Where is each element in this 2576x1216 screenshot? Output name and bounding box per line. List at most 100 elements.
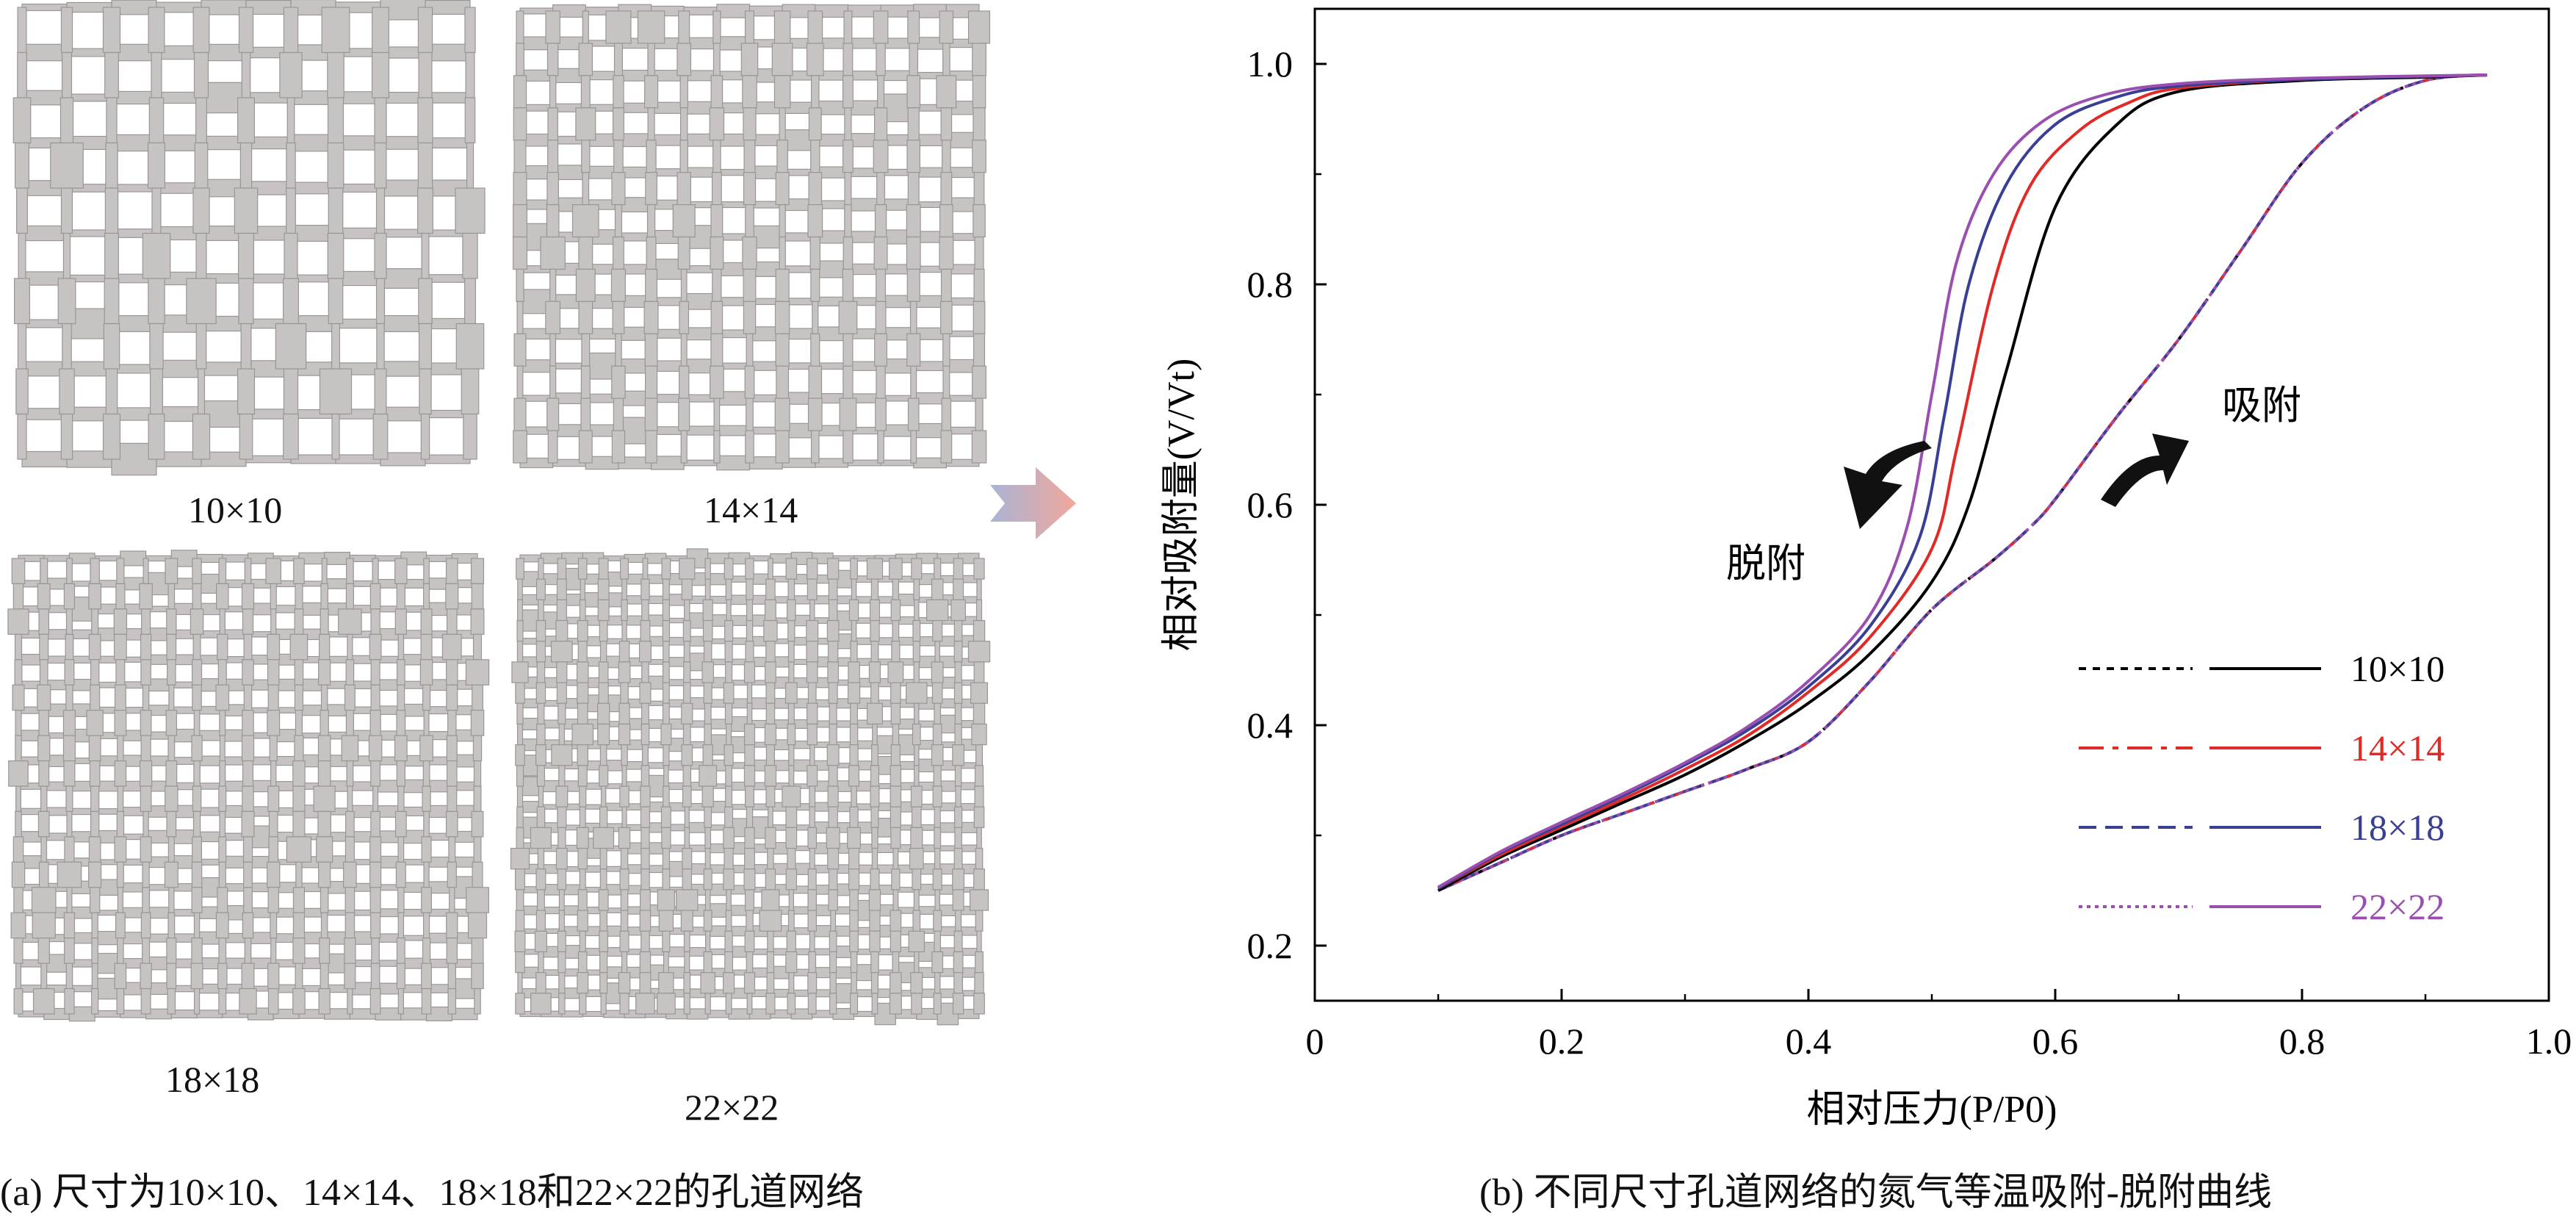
pore-throat: [558, 972, 566, 994]
pore-throat: [341, 735, 359, 762]
pore-throat: [640, 785, 651, 807]
pore-throat: [725, 993, 732, 1015]
pore-throat: [372, 558, 379, 585]
pore-throat: [767, 930, 774, 953]
pore-throat: [843, 333, 854, 367]
pore-throat: [344, 836, 355, 863]
pore-throat: [446, 684, 458, 711]
pore-throat: [11, 861, 26, 888]
pore-throat: [327, 51, 344, 98]
pore-throat: [113, 633, 127, 661]
pore-throat: [725, 785, 733, 807]
pore-throat: [641, 847, 650, 870]
pore-throat: [370, 684, 380, 711]
pore-throat: [779, 107, 786, 141]
pore-throat: [516, 827, 524, 849]
legend-label: 10×10: [2350, 648, 2445, 689]
pore-throat: [39, 633, 49, 661]
pore-throat: [773, 75, 791, 109]
pore-throat: [620, 558, 629, 580]
pore-throat: [775, 268, 790, 302]
pore-throat: [270, 583, 277, 610]
pore-throat: [776, 140, 789, 173]
pore-throat: [515, 910, 525, 932]
pore-throat: [89, 887, 101, 913]
pore-throat: [218, 861, 226, 888]
pore-throat: [117, 735, 124, 762]
pore-throat: [785, 827, 798, 849]
pore-throat: [90, 659, 100, 686]
pore-throat: [620, 889, 629, 911]
pore-throat: [849, 910, 859, 932]
pore-throat: [682, 847, 693, 870]
pore-throat: [240, 323, 252, 370]
pore-throat: [577, 702, 588, 725]
pore-throat: [952, 993, 964, 1015]
pore-throat: [635, 993, 655, 1015]
transition-arrow: [990, 467, 1076, 539]
pore-throat: [807, 827, 818, 849]
pore-throat: [953, 619, 963, 642]
pore-throat: [513, 172, 527, 206]
pore-throat: [974, 972, 984, 994]
pore-throat: [115, 583, 126, 610]
pore-throat: [619, 993, 629, 1015]
pore-throat: [394, 810, 407, 838]
pore-throat: [680, 910, 693, 932]
pore-throat: [599, 765, 609, 787]
pore-throat: [870, 619, 880, 642]
pore-throat: [421, 836, 432, 863]
pore-throat: [702, 744, 713, 766]
pore-throat: [394, 735, 408, 762]
pore-throat: [911, 993, 923, 1015]
pore-throat: [241, 51, 251, 98]
pore-throat: [535, 578, 546, 600]
pore-throat: [466, 142, 475, 189]
pore-throat: [31, 887, 57, 913]
pore-throat: [538, 951, 544, 974]
pore-throat: [787, 723, 796, 746]
pore-throat: [743, 140, 756, 173]
pore-throat: [724, 744, 734, 766]
pore-throat: [906, 140, 921, 173]
pore-throat: [550, 641, 573, 663]
pore-throat: [295, 861, 303, 888]
pore-throat: [516, 702, 524, 725]
pore-throat: [90, 785, 100, 813]
caption-right: (b) 不同尺寸孔道网络的氮气等温吸附-脱附曲线: [1479, 1172, 2272, 1214]
pore-throat: [940, 268, 952, 302]
pore-throat: [148, 97, 165, 144]
pore-throat: [599, 951, 608, 974]
pore-throat: [331, 413, 340, 460]
pore-throat: [140, 785, 152, 813]
pore-throat: [40, 963, 48, 990]
pore-throat: [678, 10, 690, 44]
pore-throat: [807, 723, 818, 746]
pore-throat: [91, 608, 99, 635]
pore-throat: [743, 765, 756, 787]
pore-throat: [970, 682, 989, 704]
pore-throat: [950, 599, 966, 622]
pore-throat: [746, 333, 754, 367]
pore-throat: [954, 702, 962, 725]
pore-throat: [866, 702, 883, 725]
pore-throat: [599, 910, 608, 932]
pore-throat: [598, 661, 609, 683]
pore-throat: [621, 765, 627, 787]
pore-throat: [168, 684, 175, 711]
pore-throat: [219, 760, 226, 787]
adsorption-arrow: [2101, 433, 2189, 507]
pore-throat: [142, 887, 151, 913]
pore-throat: [765, 682, 776, 704]
pore-throat: [536, 806, 546, 828]
pore-throat: [663, 785, 670, 807]
pore-throat: [369, 836, 382, 863]
pore-throat: [217, 887, 228, 913]
pore-throat: [243, 887, 253, 913]
pore-throat: [640, 806, 651, 828]
pore-throat: [746, 806, 754, 828]
pore-throat: [890, 827, 901, 849]
pore-throat: [447, 861, 457, 888]
x-tick-label: 1.0: [2526, 1021, 2572, 1062]
pore-throat: [516, 785, 524, 807]
